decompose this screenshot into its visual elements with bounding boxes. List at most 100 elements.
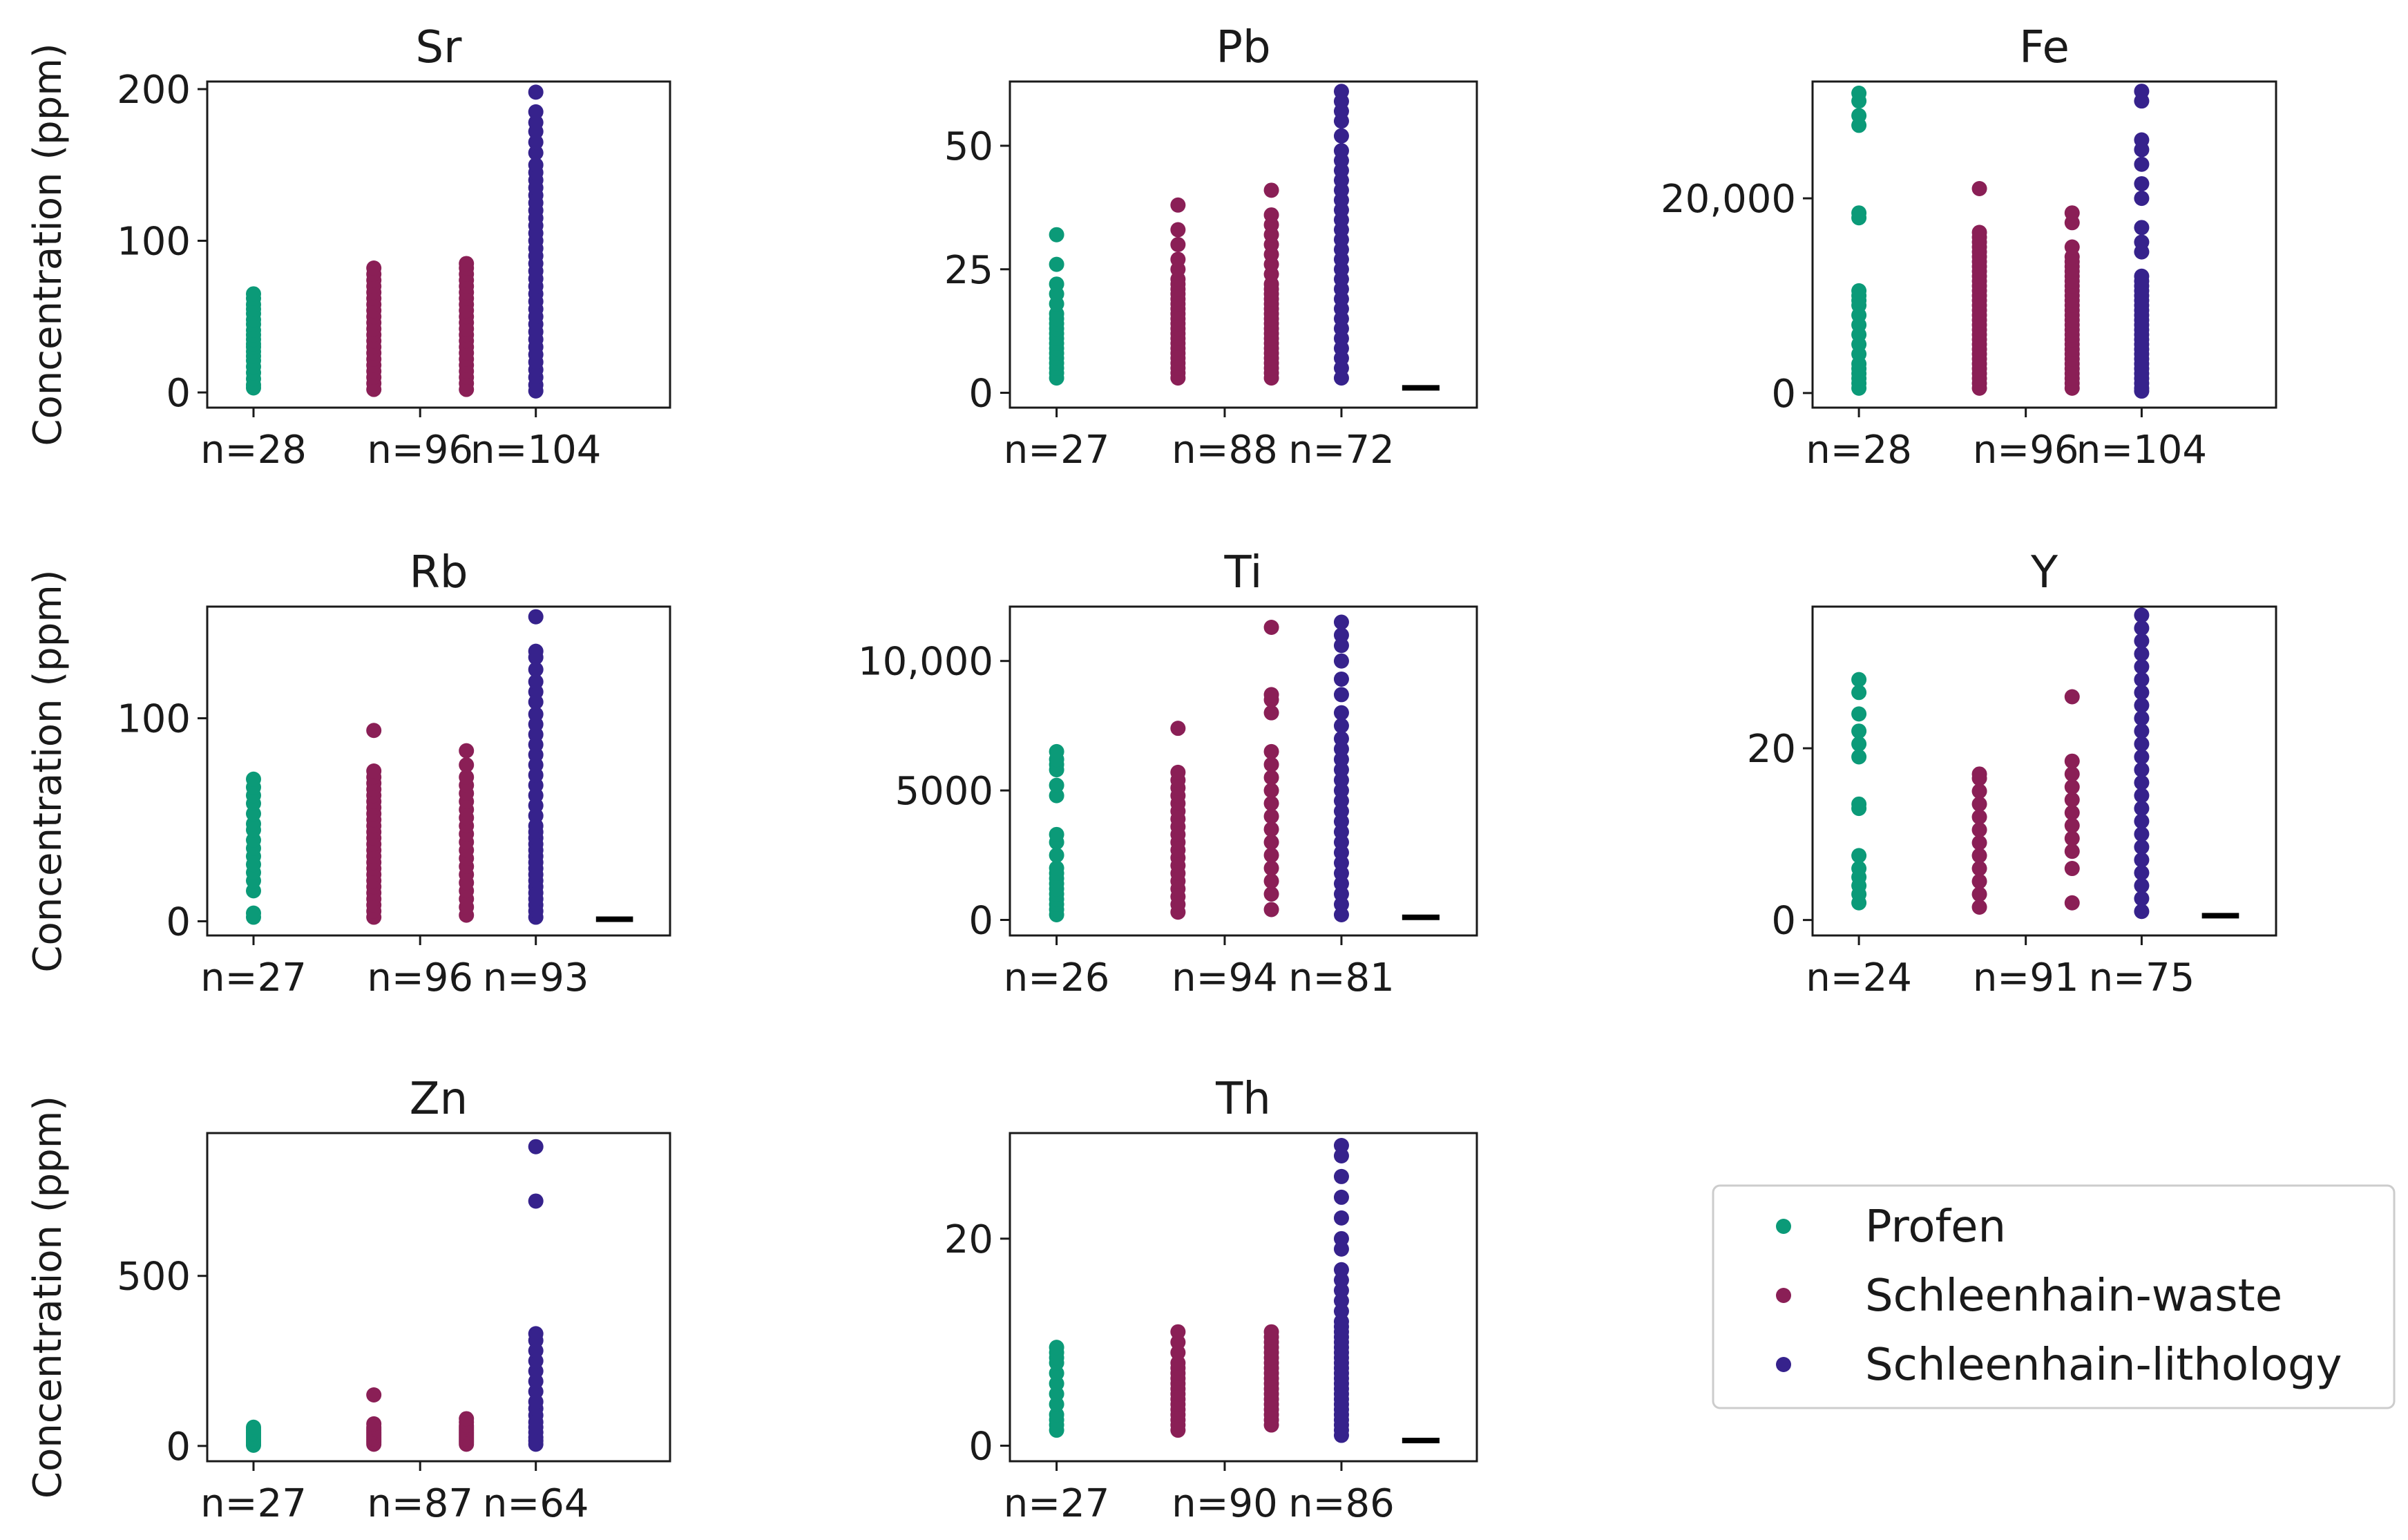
data-point-y (1971, 873, 1987, 889)
data-point-ti (1333, 653, 1349, 669)
data-point-ti (1170, 764, 1186, 780)
data-point-pb (1333, 84, 1349, 99)
data-point-ti (1263, 687, 1279, 703)
data-point-y (1971, 848, 1987, 864)
panel-th: Th 0 20 n=27 n=90 n=86 (944, 1074, 1478, 1526)
data-point-y (1971, 796, 1987, 812)
data-point-pb (1333, 128, 1349, 144)
data-point-y (2064, 895, 2080, 911)
data-point-y (2064, 753, 2080, 769)
data-point-rb (246, 771, 261, 787)
axes-frame (1811, 605, 2277, 937)
data-point-y (2064, 844, 2080, 859)
data-point-y (1971, 809, 1987, 825)
x-tick-label: n=86 (1288, 1481, 1395, 1526)
legend: Profen Schleenhain-waste Schleenhain-litho… (1712, 1184, 2396, 1409)
data-point-zn (246, 1419, 261, 1435)
data-point-ti (1333, 627, 1349, 643)
data-point-fe (1971, 180, 1987, 196)
data-point-zn (528, 1193, 544, 1209)
data-point-pb (1263, 207, 1279, 223)
y-axis-label: Concentration (ppm) (26, 43, 70, 446)
data-point-th (1170, 1324, 1186, 1340)
data-point-ti (1263, 743, 1279, 759)
panel-title-rb: Rb (409, 547, 468, 598)
data-point-ti (1049, 826, 1064, 842)
x-tick-label: n=96 (367, 428, 473, 473)
x-tick-label: n=64 (483, 1481, 589, 1526)
data-point-y (1971, 835, 1987, 850)
data-point-y (2064, 792, 2080, 808)
x-tick-label: n=91 (1973, 956, 2079, 1000)
data-point-y (1851, 706, 1867, 722)
data-point-y (2134, 839, 2150, 855)
data-point-sr (246, 286, 261, 302)
data-point-rb (528, 609, 544, 625)
legend-marker (1776, 1288, 1791, 1303)
data-point-sr (459, 256, 475, 272)
data-point-y (2134, 607, 2150, 623)
data-point-rb (459, 743, 475, 759)
y-tick-label: 0 (968, 1425, 993, 1470)
data-point-ti (1263, 835, 1279, 850)
panel-ti: Ti 0 5000 10,000 n=26 n=94 n=81 (858, 547, 1478, 1000)
panel-title-zn: Zn (410, 1074, 468, 1125)
data-point-y (2134, 826, 2150, 842)
data-point-y (1851, 685, 1867, 701)
data-point-y (2134, 852, 2150, 868)
data-point-pb (1333, 143, 1349, 159)
y-tick-label: 0 (968, 372, 993, 417)
data-point-fe (1851, 85, 1867, 101)
data-point-y (1851, 723, 1867, 739)
y-tick-label: 100 (117, 697, 191, 742)
data-point-rb (528, 706, 544, 722)
axes-frame (206, 1132, 671, 1463)
y-tick-label: 0 (968, 899, 993, 944)
data-point-ti (1333, 718, 1349, 734)
data-point-fe (1851, 283, 1867, 298)
data-point-y (1851, 861, 1867, 877)
data-point-ti (1263, 770, 1279, 786)
data-point-fe (2064, 239, 2080, 255)
axes-frame (1009, 605, 1478, 937)
panel-title-ti: Ti (1224, 547, 1263, 598)
y-tick-label: 0 (166, 1425, 191, 1470)
x-tick-label: n=27 (200, 1481, 307, 1526)
y-tick-label: 10,000 (858, 640, 993, 685)
data-point-fe (2064, 205, 2080, 221)
x-tick-label: n=28 (200, 428, 307, 473)
data-point-y (2134, 801, 2150, 817)
data-point-y (1851, 796, 1867, 812)
panel-title-fe: Fe (2019, 22, 2070, 73)
data-point-ti (1049, 847, 1064, 863)
data-point-rb (528, 662, 544, 678)
x-tick-label: n=27 (1004, 1481, 1110, 1526)
data-point-ti (1263, 808, 1279, 824)
axes-frame (206, 605, 671, 937)
data-point-ti (1263, 705, 1279, 721)
y-tick-label: 50 (944, 124, 993, 169)
y-axis-label: Concentration (ppm) (26, 1096, 70, 1499)
x-tick-label: n=96 (367, 956, 473, 1000)
data-point-pb (1049, 276, 1064, 292)
data-point-y (2134, 685, 2150, 701)
data-point-y (2134, 788, 2150, 804)
data-point-zn (459, 1411, 475, 1427)
data-point-y (2134, 736, 2150, 752)
data-point-th (1333, 1230, 1349, 1246)
data-point-th (1333, 1210, 1349, 1226)
data-point-sr (528, 104, 544, 120)
data-point-sr (366, 260, 382, 276)
y-tick-label: 20 (1747, 727, 1796, 772)
data-point-th (1263, 1324, 1279, 1340)
axes-frame (1009, 80, 1478, 409)
y-tick-label: 0 (166, 900, 191, 944)
data-point-y (2134, 658, 2150, 674)
data-point-pb (1170, 251, 1186, 267)
data-point-y (2134, 723, 2150, 739)
data-point-y (1851, 672, 1867, 687)
data-point-fe (2134, 84, 2150, 99)
data-point-y (1971, 899, 1987, 915)
panel-title-sr: Sr (416, 22, 463, 73)
data-point-fe (1971, 225, 1987, 240)
